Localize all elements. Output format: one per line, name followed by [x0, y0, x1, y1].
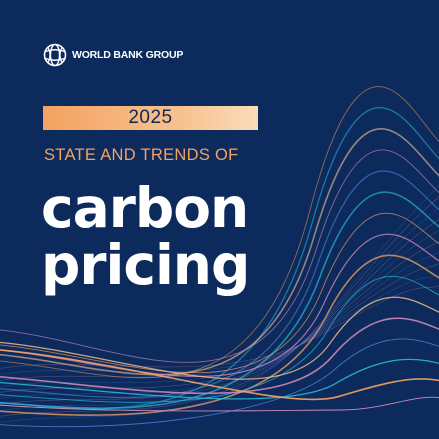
wave-line: [0, 254, 439, 416]
wave-line: [0, 275, 439, 403]
wave-line-faint: [0, 207, 439, 411]
wave-line-faint: [0, 285, 439, 369]
world-bank-logo: WORLD BANK GROUP: [43, 43, 183, 67]
wave-line: [0, 212, 439, 374]
wave-line: [0, 191, 439, 410]
year-banner: 2025: [43, 106, 258, 130]
wave-line-faint: [0, 229, 439, 399]
report-year: 2025: [128, 107, 173, 128]
wave-line-faint: [0, 274, 439, 375]
wave-line: [0, 317, 439, 395]
wave-line: [0, 128, 439, 376]
wave-line: [0, 396, 439, 412]
wave-line: [0, 149, 439, 363]
report-title-line-1: carbon: [41, 176, 249, 240]
wave-line-faint: [0, 263, 439, 381]
wave-line: [0, 358, 439, 400]
globe-icon: [43, 43, 67, 67]
report-subtitle: STATE AND TRENDS OF: [44, 146, 239, 164]
wave-line: [0, 349, 439, 401]
wave-line-faint: [0, 196, 439, 417]
wave-line: [0, 233, 439, 377]
wave-line: [0, 86, 439, 379]
report-title-line-2: pricing: [41, 233, 250, 297]
logo-text: WORLD BANK GROUP: [72, 49, 184, 61]
wave-line: [0, 296, 439, 380]
wave-line: [0, 338, 439, 428]
wave-line-faint: [0, 218, 439, 405]
wave-line-faint: [0, 240, 439, 393]
wave-line-faint: [0, 251, 439, 387]
wave-line: [0, 170, 439, 399]
wave-line-faint: [0, 184, 439, 423]
